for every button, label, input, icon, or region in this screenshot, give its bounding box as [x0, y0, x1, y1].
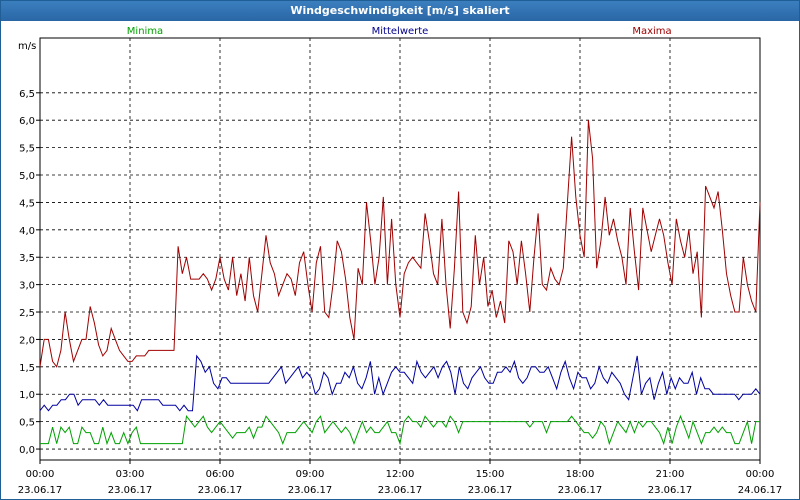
y-tick-label: 5,0	[19, 171, 35, 182]
y-axis-ticks: 0,0 0,5 1,0 1,5 2,0 2,5 3,0 3,5 4,0 4,5 5,0 5,5 6,0 6…	[19, 89, 40, 456]
y-tick-label: 1,5	[19, 363, 35, 374]
x-tick-date: 23.06.17	[378, 485, 423, 496]
series-line-minima	[40, 414, 760, 446]
series-lines	[39, 120, 761, 446]
y-tick-label: 6,5	[19, 89, 35, 100]
x-tick-time: 15:00	[476, 469, 505, 480]
x-tick-date: 23.06.17	[108, 485, 153, 496]
x-tick-date: 23.06.17	[198, 485, 243, 496]
y-tick-label: 0,0	[19, 445, 35, 456]
x-tick-time: 18:00	[566, 469, 595, 480]
x-tick-date: 23.06.17	[558, 485, 603, 496]
y-tick-label: 2,0	[19, 335, 35, 346]
y-tick-label: 6,0	[19, 116, 35, 127]
series-line-mittelwerte	[39, 354, 761, 412]
y-tick-label: 5,5	[19, 144, 35, 155]
x-tick-date: 23.06.17	[648, 485, 693, 496]
x-axis-ticks: 00:00 23.06.17 03:00 23.06.17 06:00 23.06.17 0…	[18, 460, 783, 496]
x-tick-time: 06:00	[206, 469, 235, 480]
y-tick-label: 3,5	[19, 253, 35, 264]
grid-lines	[40, 38, 760, 460]
y-axis-label: m/s	[18, 41, 36, 52]
y-tick-label: 4,0	[19, 226, 35, 237]
legend-minima: Minima	[127, 26, 163, 37]
chart-title: Windgeschwindigkeit [m/s] skaliert	[1, 1, 799, 21]
y-tick-label: 1,0	[19, 390, 35, 401]
y-tick-label: 3,0	[19, 281, 35, 292]
x-tick-date: 23.06.17	[18, 485, 63, 496]
x-tick-time: 00:00	[746, 469, 775, 480]
x-tick-time: 12:00	[386, 469, 415, 480]
series-line-maxima	[39, 120, 761, 368]
y-tick-label: 2,5	[19, 308, 35, 319]
legend-mittelwerte: Mittelwerte	[372, 26, 429, 37]
y-tick-label: 4,5	[19, 198, 35, 209]
x-tick-time: 09:00	[296, 469, 325, 480]
x-tick-time: 21:00	[656, 469, 685, 480]
x-tick-time: 00:00	[26, 469, 55, 480]
y-tick-label: 0,5	[19, 418, 35, 429]
x-tick-date: 23.06.17	[288, 485, 333, 496]
x-tick-date: 23.06.17	[468, 485, 513, 496]
x-tick-time: 03:00	[116, 469, 145, 480]
legend-maxima: Maxima	[632, 26, 671, 37]
x-tick-date: 24.06.17	[738, 485, 783, 496]
